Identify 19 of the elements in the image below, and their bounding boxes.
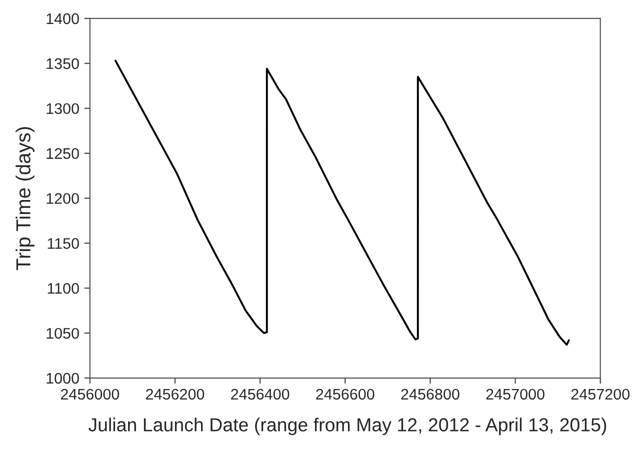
y-tick-label: 1100	[48, 282, 79, 294]
y-tick-label: 1200	[46, 193, 79, 204]
y-tick-label: 1400	[46, 13, 79, 24]
y-tick-label: 1350	[46, 58, 79, 70]
y-axis-title: Trip Time (days)	[16, 127, 34, 270]
x-tick-label: 2457000	[486, 388, 544, 400]
x-tick-label: 2456000	[60, 388, 120, 400]
y-tick-label: 1250	[46, 148, 79, 159]
x-tick-label: 2456400	[231, 388, 290, 400]
y-tick-label: 1000	[46, 372, 79, 384]
x-tick-label: 2456600	[316, 388, 374, 400]
y-tick-label: 1300	[46, 103, 79, 114]
y-tick-label: 1150	[48, 238, 79, 249]
x-axis-title: Julian Launch Date (range from May 12, 2012 - April 13, 2015)	[88, 418, 606, 436]
x-tick-label: 2456200	[146, 388, 204, 400]
y-tick-label: 1050	[46, 328, 79, 339]
x-tick-label: 2456800	[401, 388, 460, 400]
x-tick-label: 2457200	[571, 388, 630, 400]
line-series	[114, 60, 570, 346]
